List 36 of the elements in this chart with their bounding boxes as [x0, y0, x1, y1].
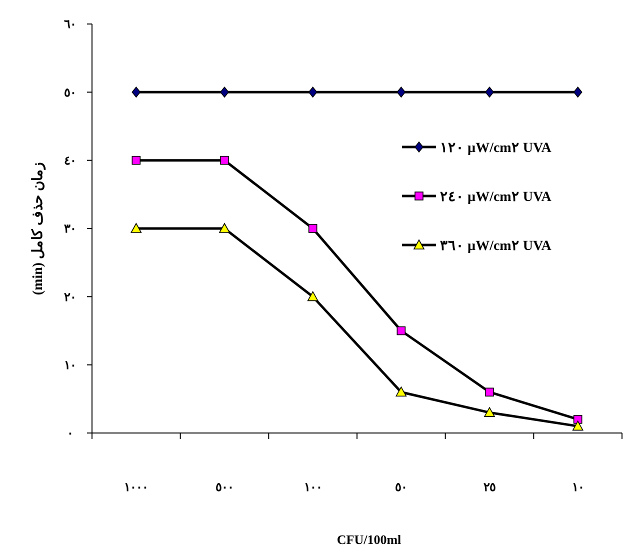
x-tick-label: ٥٠٠: [216, 480, 234, 494]
x-tick-label: ٢٥: [484, 480, 496, 494]
point: [219, 223, 230, 233]
point: [573, 86, 582, 98]
legend-label: ٣٦٠ µW/cm٢ UVA: [440, 238, 552, 254]
point: [396, 86, 406, 98]
point: [485, 388, 494, 396]
x-tick-label: ١٠٠: [304, 480, 322, 494]
point: [484, 407, 495, 417]
x-tick-label: ١٠٠٠: [124, 480, 148, 494]
y-tick-label: ٤٠: [64, 154, 76, 168]
x-tick-label: ١٠: [572, 480, 584, 494]
point: [130, 223, 142, 233]
legend-label: ٢٤٠ µW/cm٢ UVA: [440, 190, 552, 205]
legend-label: ١٢٠ µW/cm٢ UVA: [440, 140, 552, 156]
point: [307, 291, 318, 302]
point: [132, 86, 141, 98]
point: [485, 86, 494, 98]
y-tick-label: ٥٠: [64, 85, 76, 100]
point: [572, 420, 584, 431]
point: [396, 386, 407, 396]
point: [573, 414, 582, 424]
y-tick-label: ٦٠: [64, 17, 76, 32]
point: [132, 156, 141, 165]
y-tick-label: ٠: [67, 426, 73, 440]
point: [308, 86, 318, 98]
y-axis-title: زمان حذف کامل (min): [30, 162, 46, 296]
x-tick-label: ٥٠: [395, 480, 408, 494]
y-tick-label: ٢٠: [64, 290, 76, 304]
point: [308, 224, 318, 233]
point: [396, 326, 406, 336]
y-tick-label: ٣٠: [64, 222, 76, 236]
point: [220, 156, 229, 165]
x-axis-title: CFU/100ml: [336, 532, 402, 547]
point: [220, 86, 229, 98]
y-tick-label: ١٠: [64, 358, 76, 372]
